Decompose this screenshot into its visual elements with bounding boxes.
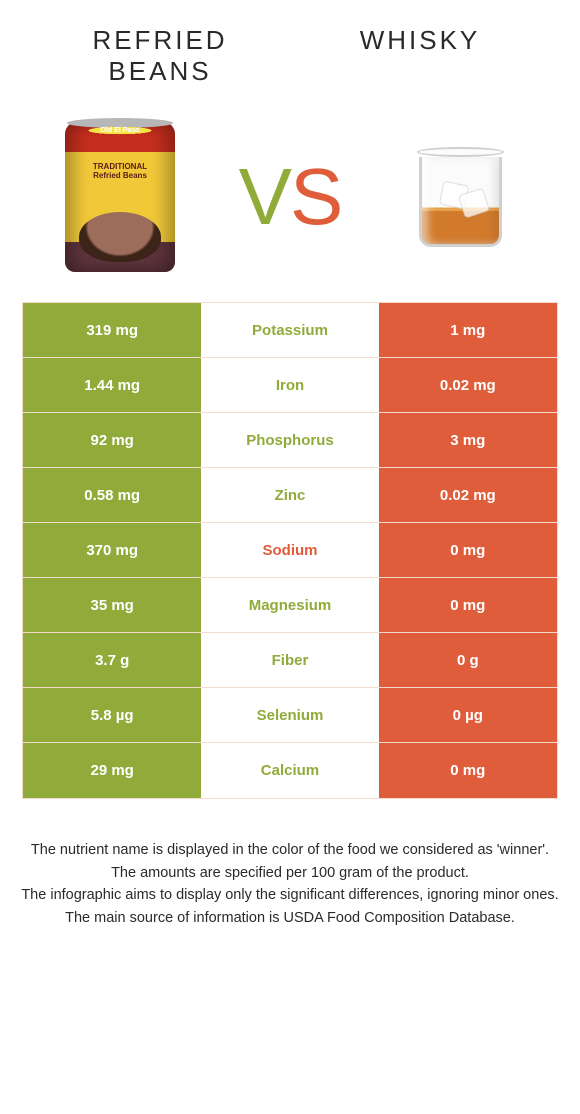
- nutrient-label: Iron: [201, 358, 378, 412]
- nutrient-label: Potassium: [201, 303, 378, 357]
- table-row: 5.8 µgSelenium0 µg: [23, 688, 557, 743]
- footnotes: The nutrient name is displayed in the co…: [0, 799, 580, 929]
- value-left: 35 mg: [23, 578, 201, 632]
- footnote-line: The nutrient name is displayed in the co…: [12, 839, 568, 861]
- value-right: 0.02 mg: [379, 358, 557, 412]
- value-left: 29 mg: [23, 743, 201, 798]
- refried-beans-can-icon: Old El Paso TRADITIONALRefried Beans: [65, 122, 175, 272]
- value-left: 92 mg: [23, 413, 201, 467]
- nutrition-table: 319 mgPotassium1 mg1.44 mgIron0.02 mg92 …: [22, 302, 558, 799]
- nutrient-label: Zinc: [201, 468, 378, 522]
- value-right: 0 mg: [379, 578, 557, 632]
- value-right: 0.02 mg: [379, 468, 557, 522]
- value-left: 0.58 mg: [23, 468, 201, 522]
- value-right: 0 g: [379, 633, 557, 687]
- value-right: 1 mg: [379, 303, 557, 357]
- table-row: 29 mgCalcium0 mg: [23, 743, 557, 798]
- whisky-glass-icon: [413, 147, 508, 247]
- nutrient-label: Fiber: [201, 633, 378, 687]
- food-title-left: Refried beans: [60, 25, 260, 87]
- table-row: 0.58 mgZinc0.02 mg: [23, 468, 557, 523]
- vs-label: VS: [239, 157, 342, 237]
- value-left: 370 mg: [23, 523, 201, 577]
- table-row: 35 mgMagnesium0 mg: [23, 578, 557, 633]
- table-row: 319 mgPotassium1 mg: [23, 303, 557, 358]
- table-row: 370 mgSodium0 mg: [23, 523, 557, 578]
- nutrient-label: Calcium: [201, 743, 378, 798]
- footnote-line: The main source of information is USDA F…: [12, 907, 568, 929]
- header: Refried beans Whisky: [0, 0, 580, 97]
- table-row: 92 mgPhosphorus3 mg: [23, 413, 557, 468]
- nutrient-label: Sodium: [201, 523, 378, 577]
- value-left: 3.7 g: [23, 633, 201, 687]
- images-row: Old El Paso TRADITIONALRefried Beans VS: [0, 97, 580, 302]
- footnote-line: The amounts are specified per 100 gram o…: [12, 862, 568, 884]
- value-left: 1.44 mg: [23, 358, 201, 412]
- table-row: 1.44 mgIron0.02 mg: [23, 358, 557, 413]
- food-image-right: [390, 117, 530, 277]
- nutrient-label: Selenium: [201, 688, 378, 742]
- value-right: 0 µg: [379, 688, 557, 742]
- value-right: 0 mg: [379, 743, 557, 798]
- food-title-right: Whisky: [320, 25, 520, 87]
- nutrient-label: Phosphorus: [201, 413, 378, 467]
- food-image-left: Old El Paso TRADITIONALRefried Beans: [50, 117, 190, 277]
- footnote-line: The infographic aims to display only the…: [12, 884, 568, 906]
- value-left: 5.8 µg: [23, 688, 201, 742]
- vs-letter-v: V: [239, 152, 290, 241]
- value-right: 0 mg: [379, 523, 557, 577]
- nutrient-label: Magnesium: [201, 578, 378, 632]
- value-right: 3 mg: [379, 413, 557, 467]
- value-left: 319 mg: [23, 303, 201, 357]
- table-row: 3.7 gFiber0 g: [23, 633, 557, 688]
- vs-letter-s: S: [290, 152, 341, 241]
